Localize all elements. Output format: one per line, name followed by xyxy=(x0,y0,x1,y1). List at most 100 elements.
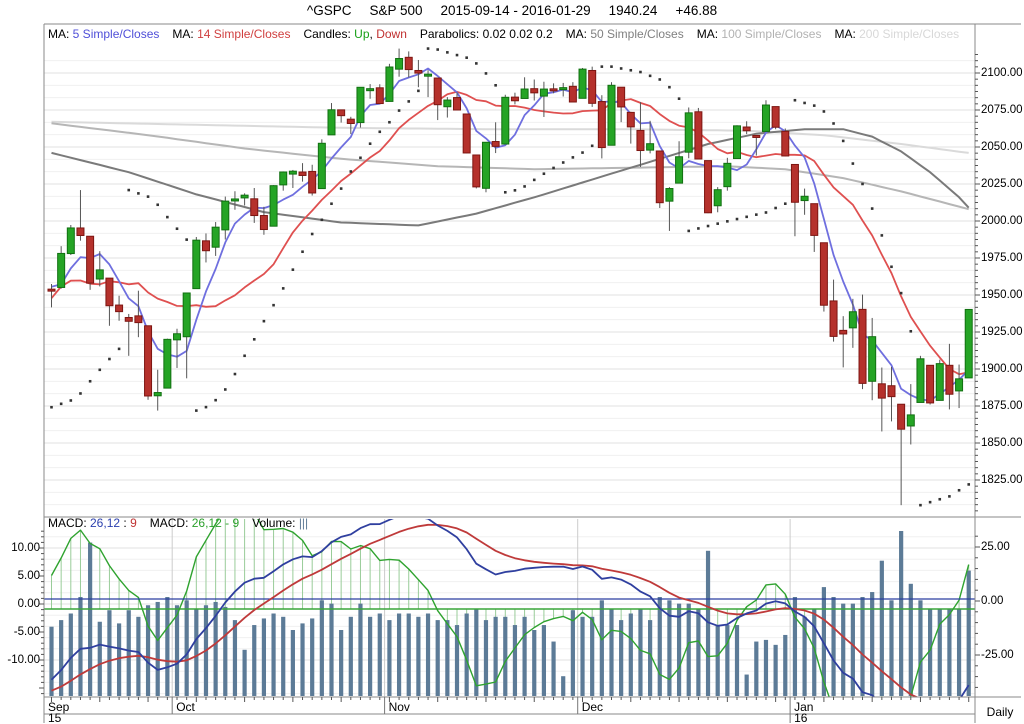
candle-09-23 xyxy=(115,304,124,313)
legend-ma100-text: MA: xyxy=(696,27,719,41)
legend-macd-hist: MACD: 26,12 - 9 xyxy=(150,516,239,530)
macd-right-axis-label: -25.00 xyxy=(981,649,1014,661)
legend-macd-lines: MACD: 26,12 : 9 xyxy=(48,516,137,530)
candle-12-10 xyxy=(646,143,655,151)
legend-macd-lines-text: 9 xyxy=(130,516,137,530)
candle-09-28 xyxy=(144,325,153,397)
candle-01-27 xyxy=(945,364,954,395)
legend-ma200-text: MA: xyxy=(834,27,856,41)
candle-12-30 xyxy=(771,106,780,128)
candle-10-02 xyxy=(182,292,191,338)
candle-12-18 xyxy=(704,160,713,214)
legend-ma100: MA: 100 Simple/Closes xyxy=(697,27,822,41)
candle-11-20 xyxy=(520,88,529,99)
macd-volume-panel xyxy=(44,519,975,697)
legend-ma14: MA: 14 Simple/Closes xyxy=(172,27,290,41)
candle-11-06 xyxy=(424,73,433,77)
candle-10-26 xyxy=(337,109,346,117)
candle-12-01 xyxy=(578,68,587,99)
candle-10-14 xyxy=(259,215,268,231)
candle-01-20 xyxy=(897,403,906,430)
candle-12-29 xyxy=(761,104,770,132)
year-label-16: 16 xyxy=(794,711,808,724)
candle-01-14 xyxy=(868,336,877,382)
candle-10-21 xyxy=(308,170,317,194)
legend-ma14-text: MA: xyxy=(172,27,194,41)
candle-10-06 xyxy=(201,240,210,252)
price-axis-label: 1825.00 xyxy=(981,474,1023,486)
axes-frame xyxy=(39,23,1021,723)
legend-macd-hist-text: 26,12 - 9 xyxy=(188,516,240,530)
timeframe-label: Daily xyxy=(986,705,1014,719)
candle-01-19 xyxy=(887,385,896,398)
legend-ma100-text: 100 Simple/Closes xyxy=(718,27,822,41)
candle-11-16 xyxy=(481,141,490,189)
legend-candles-text: , xyxy=(369,27,373,41)
candle-01-28 xyxy=(955,378,964,392)
candle-11-02 xyxy=(385,66,394,102)
candle-12-14 xyxy=(665,188,674,202)
candle-11-30 xyxy=(568,85,577,103)
legend-volume-text: Volume: xyxy=(252,516,296,530)
candle-01-29 xyxy=(964,308,973,379)
legend-macd-lines-text: : xyxy=(120,516,131,530)
candle-12-15 xyxy=(675,156,684,184)
price-axis-label: 1850.00 xyxy=(981,437,1023,449)
legend-candles-text: Candles: xyxy=(303,27,351,41)
candle-12-23 xyxy=(733,125,742,160)
year-label-15: 15 xyxy=(48,711,62,724)
candle-01-21 xyxy=(906,414,915,427)
candle-12-02 xyxy=(588,69,597,104)
candle-01-15 xyxy=(877,383,886,399)
price-axis-label: 2050.00 xyxy=(981,141,1023,153)
legend-ma50-text: MA: xyxy=(565,27,587,41)
legend-parabolics-text: 0.02 0.02 0.2 xyxy=(479,27,553,41)
candle-10-15 xyxy=(269,185,278,227)
candle-11-24 xyxy=(539,88,548,97)
macd-left-axis-label: -10.00 xyxy=(7,654,40,666)
candle-10-20 xyxy=(298,171,307,176)
candle-12-08 xyxy=(626,111,635,128)
candle-11-04 xyxy=(404,56,413,71)
legend-ma14-text: 14 Simple/Closes xyxy=(193,27,291,41)
candle-11-18 xyxy=(501,96,510,145)
price-axis-label: 1925.00 xyxy=(981,326,1023,338)
candle-09-24 xyxy=(124,316,133,322)
date-range: 2015-09-14 - 2016-01-29 xyxy=(440,3,591,18)
candle-11-03 xyxy=(395,58,404,70)
candle-10-30 xyxy=(375,87,384,105)
candle-10-16 xyxy=(279,171,288,186)
candle-12-28 xyxy=(752,134,761,138)
candle-01-13 xyxy=(858,308,867,384)
indicator-legend-row: MA: 5 Simple/Closes MA: 14 Simple/Closes C… xyxy=(48,27,972,41)
price-axis-label: 2100.00 xyxy=(981,67,1023,79)
macd-left-axis-label: 10.00 xyxy=(11,542,40,554)
candle-12-31 xyxy=(781,130,790,157)
last-price: 1940.24 xyxy=(608,3,658,18)
candle-01-22 xyxy=(916,358,925,403)
candle-10-08 xyxy=(221,200,230,231)
candle-11-09 xyxy=(433,77,442,106)
price-axis-label: 2000.00 xyxy=(981,215,1023,227)
candle-12-16 xyxy=(684,112,693,153)
candle-10-23 xyxy=(327,109,336,136)
price-axis-label: 2025.00 xyxy=(981,178,1023,190)
price-change: +46.88 xyxy=(675,3,718,18)
candle-11-10 xyxy=(443,99,452,108)
month-label-oct: Oct xyxy=(176,700,195,714)
legend-ma5-text: 5 Simple/Closes xyxy=(69,27,160,41)
candle-10-27 xyxy=(346,118,355,124)
candle-12-04 xyxy=(607,84,616,146)
candle-12-17 xyxy=(694,111,703,160)
candle-01-12 xyxy=(848,311,857,329)
price-axis-label: 1900.00 xyxy=(981,363,1023,375)
legend-parabolics: Parabolics: 0.02 0.02 0.2 xyxy=(420,27,553,41)
candle-01-11 xyxy=(839,329,848,335)
price-axis-label: 1950.00 xyxy=(981,289,1023,301)
legend-ma200: MA: 200 Simple/Closes xyxy=(834,27,959,41)
candle-01-25 xyxy=(926,364,935,404)
candle-11-23 xyxy=(530,88,539,94)
candle-12-03 xyxy=(597,101,606,149)
candle-10-12 xyxy=(240,194,249,199)
